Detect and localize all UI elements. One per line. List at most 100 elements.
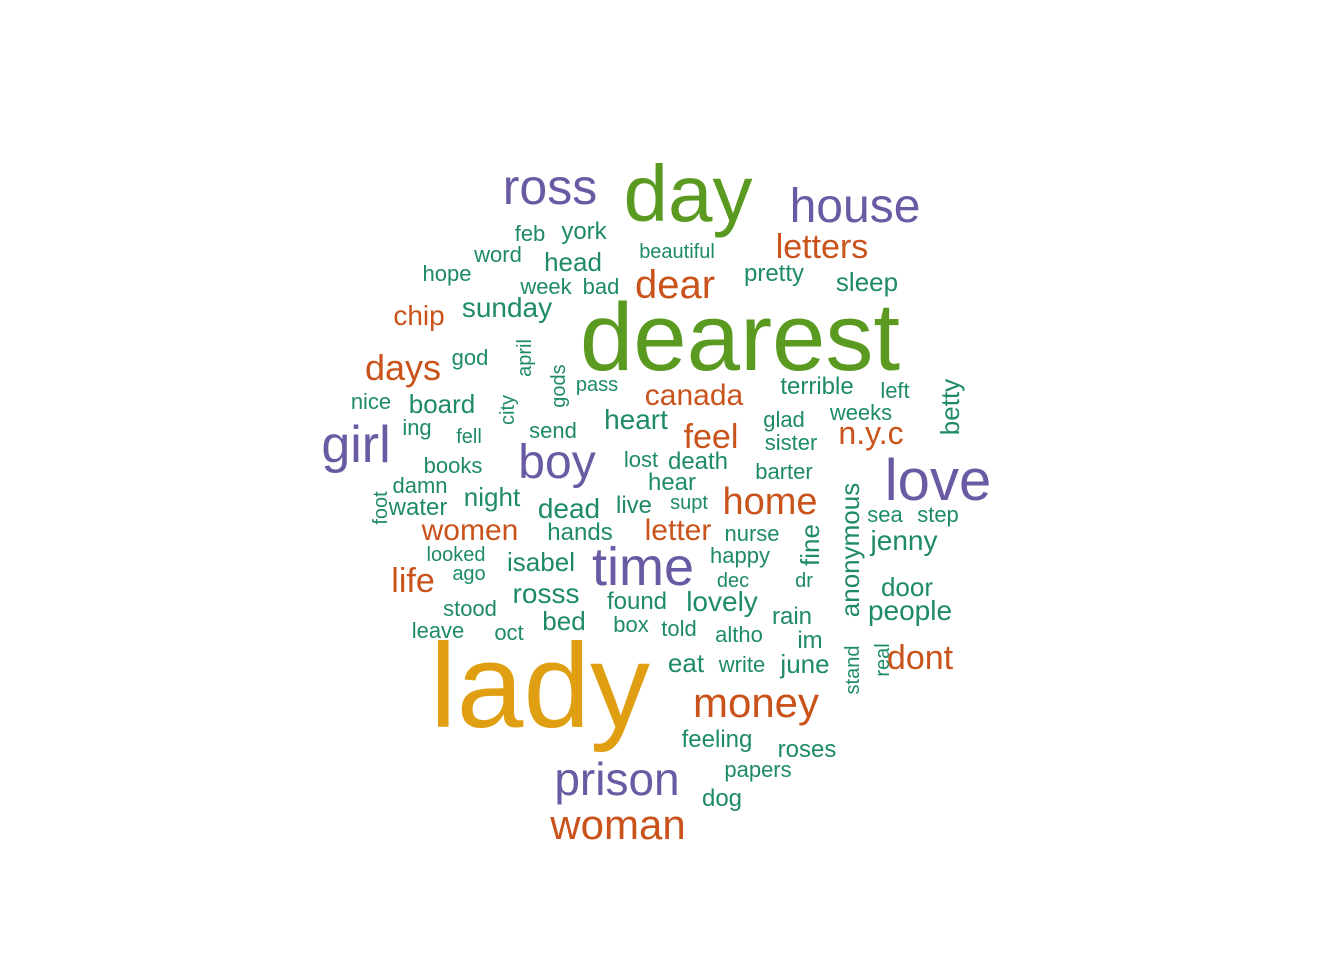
word-fine: fine: [795, 524, 825, 566]
word-leave: leave: [412, 618, 465, 643]
word-dog: dog: [702, 785, 742, 812]
word-people: people: [868, 595, 952, 626]
word-real: real: [872, 643, 894, 676]
word-anonymous: anonymous: [835, 483, 865, 617]
word-hope: hope: [423, 261, 472, 286]
word-feeling: feeling: [682, 726, 753, 753]
word-live: live: [616, 492, 652, 519]
word-sister: sister: [765, 430, 818, 455]
word-altho: altho: [715, 622, 763, 647]
word-stood: stood: [443, 596, 497, 621]
word-home: home: [722, 481, 817, 523]
word-told: told: [661, 616, 696, 641]
word-board: board: [409, 389, 476, 419]
word-chip: chip: [393, 300, 444, 331]
word-fell: fell: [456, 426, 482, 448]
word-ing: ing: [402, 415, 431, 440]
word-happy: happy: [710, 543, 770, 568]
word-sleep: sleep: [836, 267, 898, 297]
word-nurse: nurse: [724, 521, 779, 546]
word-day: day: [624, 149, 753, 238]
word-dear: dear: [635, 263, 715, 307]
word-eat: eat: [668, 648, 705, 678]
word-love: love: [885, 448, 991, 513]
word-feel: feel: [684, 418, 739, 456]
word-girl: girl: [321, 416, 390, 474]
word-lost: lost: [624, 447, 658, 472]
word-foot: foot: [370, 491, 392, 525]
word-dont: dont: [887, 639, 954, 677]
word-ross: ross: [503, 159, 597, 215]
word-week: week: [519, 274, 572, 299]
word-letters: letters: [776, 228, 869, 266]
word-oct: oct: [494, 620, 523, 645]
word-life: life: [391, 562, 434, 600]
word-jenny: jenny: [870, 525, 938, 556]
word-head: head: [544, 247, 602, 277]
word-hands: hands: [547, 519, 612, 546]
word-woman: woman: [549, 801, 685, 848]
word-sea: sea: [867, 502, 903, 527]
word-dead: dead: [538, 493, 600, 524]
word-n-y-c: n.y.c: [838, 415, 903, 451]
word-roses: roses: [778, 736, 837, 763]
word-nice: nice: [351, 389, 391, 414]
word-im: im: [797, 627, 822, 654]
word-rosss: rosss: [513, 578, 580, 609]
word-left: left: [880, 378, 909, 403]
word-letter: letter: [645, 514, 712, 547]
word-hear: hear: [648, 469, 696, 496]
word-heart: heart: [604, 404, 668, 435]
word-barter: barter: [755, 459, 812, 484]
word-pretty: pretty: [744, 260, 804, 287]
word-dec: dec: [717, 570, 749, 592]
word-looked: looked: [427, 544, 486, 566]
word-supt: supt: [670, 492, 708, 514]
word-glad: glad: [763, 407, 805, 432]
word-terrible: terrible: [780, 373, 853, 400]
word-house: house: [790, 180, 921, 233]
word-books: books: [424, 453, 483, 478]
word-bad: bad: [583, 274, 620, 299]
word-sunday: sunday: [462, 292, 552, 323]
word-water: water: [388, 494, 448, 521]
word-lovely: lovely: [686, 586, 758, 617]
word-feb: feb: [515, 221, 546, 246]
word-city: city: [497, 395, 519, 425]
word-beautiful: beautiful: [639, 241, 715, 263]
word-isabel: isabel: [507, 547, 575, 577]
word-send: send: [529, 418, 577, 443]
word-pass: pass: [576, 374, 618, 396]
word-night: night: [464, 482, 521, 512]
word-days: days: [365, 347, 441, 388]
word-prison: prison: [554, 753, 679, 805]
word-door: door: [881, 572, 933, 602]
word-found: found: [607, 588, 667, 615]
word-time: time: [592, 537, 694, 597]
word-weeks: weeks: [829, 400, 892, 425]
word-canada: canada: [645, 379, 744, 412]
word-lady: lady: [430, 619, 650, 753]
word-june: june: [779, 649, 829, 679]
word-step: step: [917, 502, 959, 527]
word-gods: gods: [548, 364, 570, 407]
word-damn: damn: [392, 473, 447, 498]
word-stand: stand: [842, 646, 864, 695]
word-god: god: [452, 345, 489, 370]
word-box: box: [613, 612, 648, 637]
word-betty: betty: [935, 379, 965, 435]
word-rain: rain: [772, 603, 812, 630]
word-write: write: [718, 652, 765, 677]
word-york: york: [561, 218, 607, 245]
word-bed: bed: [542, 606, 585, 636]
word-papers: papers: [724, 757, 791, 782]
word-money: money: [693, 679, 819, 726]
word-women: women: [421, 514, 519, 547]
word-death: death: [668, 448, 728, 475]
word-ago: ago: [452, 563, 485, 585]
word-boy: boy: [518, 436, 595, 489]
word-dearest: dearest: [580, 284, 900, 391]
word-dr: dr: [795, 570, 813, 592]
word-april: april: [514, 339, 536, 377]
